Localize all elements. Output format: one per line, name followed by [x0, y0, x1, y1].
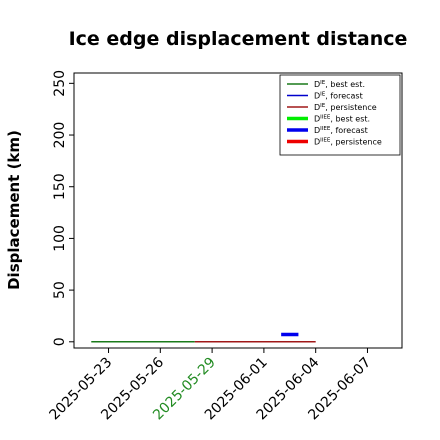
y-ticks: 0 50 100 150 200 250 [52, 70, 74, 346]
x-ticks: 2025-05-232025-05-262025-05-292025-06-01… [47, 348, 374, 423]
y-tick-label: 200 [52, 122, 68, 149]
legend: DIE, best est. DIE, forecast DIE, persiste… [279, 74, 401, 156]
y-tick-label: 150 [52, 173, 68, 200]
y-tick-label: 50 [52, 281, 68, 299]
y-axis-label: Displacement (km) [5, 130, 23, 290]
legend-entry: DIE, persistence [314, 103, 377, 112]
legend-entry: DIIEE, best est. [314, 115, 370, 124]
legend-entry: DIE, best est. [314, 80, 365, 89]
series-layer [91, 332, 316, 343]
legend-entry: DIE, forecast [314, 92, 363, 101]
legend-entry: DIIEE, forecast [314, 126, 368, 135]
y-tick-label: 0 [52, 337, 68, 346]
chart-title: Ice edge displacement distance [69, 28, 408, 50]
legend-entry: DIIEE, persistence [314, 138, 382, 147]
y-tick-label: 250 [52, 70, 68, 97]
plot-frame [73, 72, 403, 349]
legend-box [279, 74, 401, 156]
y-tick-label: 100 [52, 225, 68, 252]
